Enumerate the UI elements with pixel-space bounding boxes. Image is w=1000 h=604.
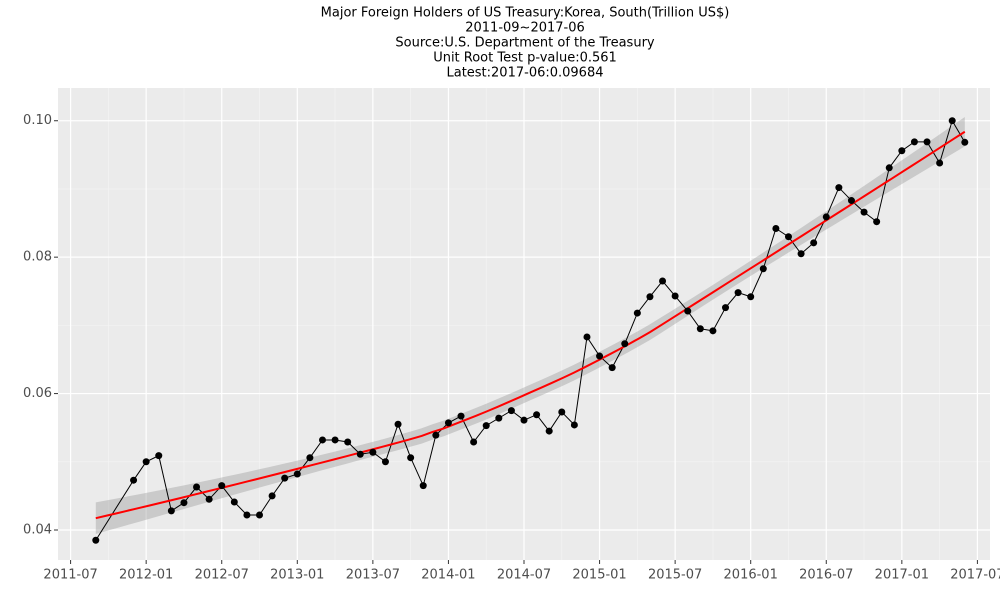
data-point [747, 293, 755, 301]
data-point [810, 239, 818, 247]
data-point [331, 436, 339, 444]
data-point [394, 420, 402, 428]
data-point [155, 452, 163, 460]
data-point [633, 309, 641, 317]
data-point [230, 498, 238, 506]
data-point [646, 293, 654, 301]
x-tick-label: 2016-07 [799, 568, 853, 583]
data-point [759, 265, 767, 273]
x-tick-label: 2014-01 [421, 568, 475, 583]
x-tick-label: 2014-07 [497, 568, 551, 583]
data-point [772, 225, 780, 233]
y-tick-label: 0.08 [23, 250, 52, 265]
source-note: Source:U.S. Department of the Treasury [395, 36, 655, 51]
data-point [608, 364, 616, 372]
data-point [369, 448, 377, 456]
data-point [709, 327, 717, 335]
data-point [419, 482, 427, 490]
chart-title: Major Foreign Holders of US Treasury:Kor… [321, 6, 730, 21]
x-tick-label: 2015-01 [572, 568, 626, 583]
data-point [797, 250, 805, 258]
data-point [256, 511, 264, 519]
data-point [533, 411, 541, 419]
x-tick-label: 2017-07 [950, 568, 1000, 583]
data-point [243, 511, 251, 519]
data-point [948, 117, 956, 125]
data-point [910, 138, 918, 146]
data-point [936, 159, 944, 167]
data-point [495, 414, 503, 422]
data-point [281, 474, 289, 482]
data-point [621, 340, 629, 348]
data-point [520, 416, 528, 424]
data-point [167, 507, 175, 515]
x-tick-label: 2012-07 [195, 568, 249, 583]
data-point [847, 197, 855, 205]
data-point [205, 495, 213, 503]
data-point [596, 352, 604, 360]
data-point [130, 476, 138, 484]
x-tick-label: 2013-01 [270, 568, 324, 583]
data-point [860, 208, 868, 216]
data-point [873, 218, 881, 226]
data-point [722, 304, 730, 312]
data-point [470, 438, 478, 446]
data-point [306, 454, 314, 462]
y-tick-label: 0.04 [23, 522, 52, 537]
data-point [457, 412, 465, 420]
data-point [784, 233, 792, 241]
data-point [835, 184, 843, 192]
latest-note: Latest:2017-06:0.09684 [446, 66, 603, 81]
x-tick-label: 2016-01 [724, 568, 778, 583]
data-point [961, 138, 969, 146]
data-point [482, 422, 490, 430]
x-tick-label: 2013-07 [346, 568, 400, 583]
data-point [293, 470, 301, 478]
data-point [193, 483, 201, 491]
test-note: Unit Root Test p-value:0.561 [433, 51, 617, 66]
data-point [407, 454, 415, 462]
data-point [142, 458, 150, 466]
confidence-band [95, 117, 965, 534]
data-point [218, 482, 226, 490]
data-point [898, 147, 906, 155]
x-tick-label: 2015-07 [648, 568, 702, 583]
data-point [822, 213, 830, 221]
data-point [318, 436, 326, 444]
smooth-line [95, 130, 966, 520]
data-point [268, 492, 276, 500]
data-point [507, 407, 515, 415]
data-point [381, 458, 389, 466]
x-tick-label: 2011-07 [43, 568, 97, 583]
data-point [684, 307, 692, 315]
data-point [344, 438, 352, 446]
y-tick-label: 0.06 [23, 386, 52, 401]
data-point [659, 277, 667, 285]
data-point [180, 499, 188, 507]
chart-subtitle: 2011-09~2017-06 [465, 21, 585, 36]
data-point [432, 431, 440, 439]
x-tick-label: 2017-01 [875, 568, 929, 583]
data-point [923, 138, 931, 146]
data-point [583, 333, 591, 341]
x-tick-label: 2012-01 [119, 568, 173, 583]
data-point [671, 292, 679, 300]
data-point [356, 450, 364, 458]
data-point [545, 427, 553, 435]
data-point [734, 289, 742, 297]
data-point [444, 419, 452, 427]
data-point [570, 421, 578, 429]
data-point [696, 325, 704, 333]
data-point [885, 164, 893, 172]
data-point [92, 536, 100, 544]
y-tick-label: 0.10 [23, 113, 52, 128]
data-point [558, 408, 566, 416]
